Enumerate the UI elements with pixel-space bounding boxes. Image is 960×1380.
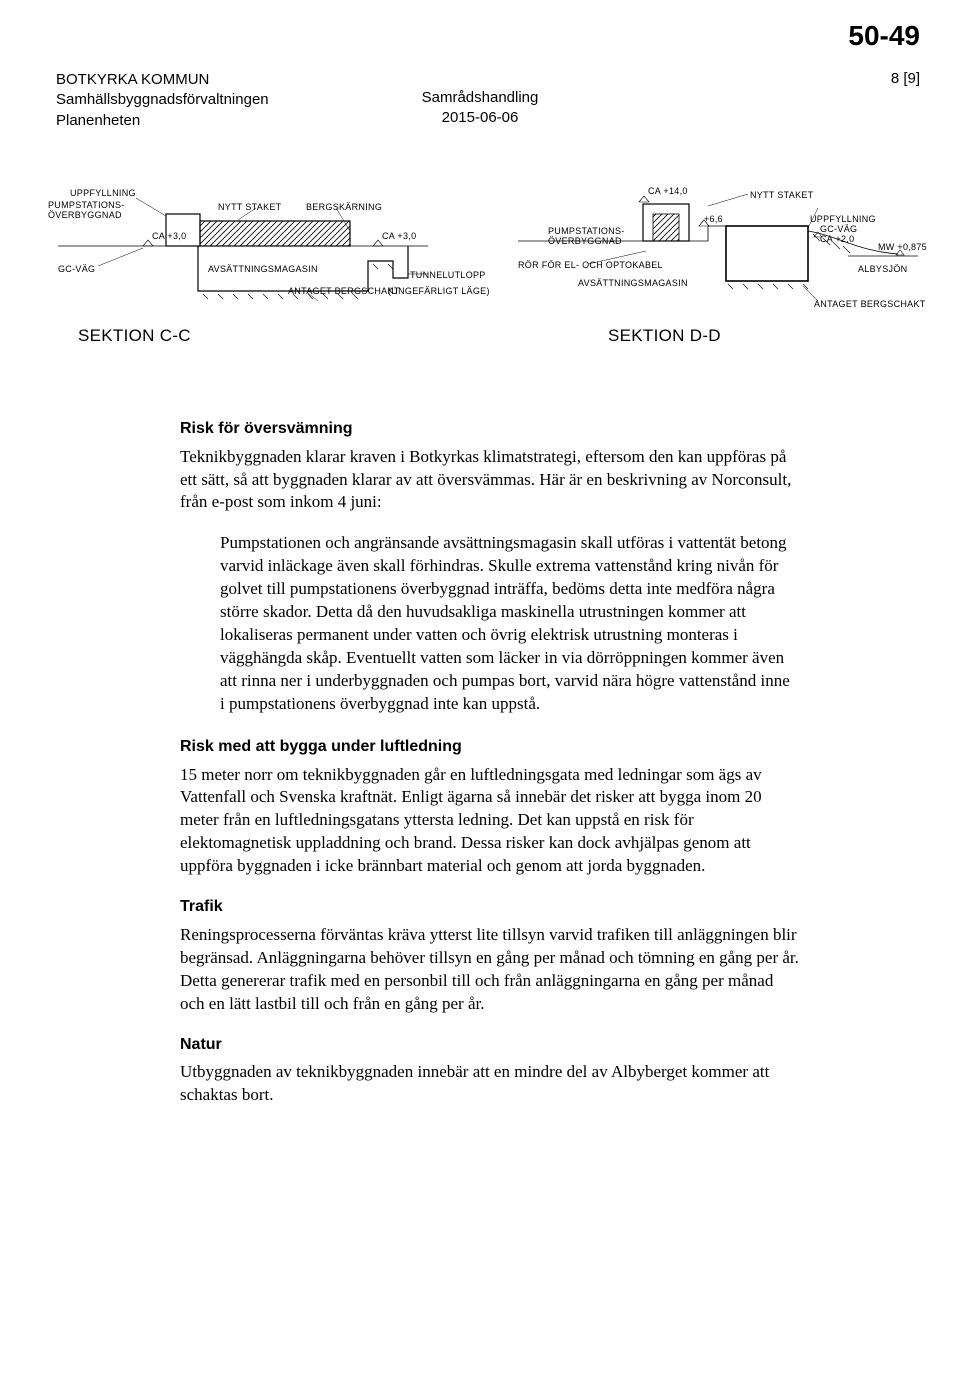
label-ca14: CA +14,0	[648, 186, 688, 196]
label-pumpstations: PUMPSTATIONS-	[48, 200, 125, 210]
label-bergskarning: BERGSKÄRNING	[306, 202, 382, 212]
heading-risk-flood: Risk för översvämning	[180, 418, 800, 440]
label-ungefar: (UNGEFÄRLIGT LÄGE)	[388, 286, 490, 296]
label-overbyggnad: ÖVERBYGGNAD	[48, 210, 122, 220]
heading-nature: Natur	[180, 1034, 800, 1056]
doc-type: Samrådshandling	[422, 88, 539, 108]
label-albysjon: ALBYSJÖN	[858, 264, 907, 274]
label-nytt-staket: NYTT STAKET	[218, 202, 281, 212]
label-plus66: +6,6	[704, 214, 723, 224]
label-ca30a: CA +3,0	[152, 231, 186, 241]
diagram-svg	[48, 186, 928, 376]
label-antaget-r: ANTAGET BERGSCHAKT	[814, 299, 926, 309]
unit: Planenheten	[56, 111, 269, 131]
label-overbyggnad-r: ÖVERBYGGNAD	[548, 236, 622, 246]
header-left: BOTKYRKA KOMMUN Samhällsbyggnadsförvaltn…	[56, 70, 269, 131]
para-2-quote: Pumpstationen och angränsande avsättning…	[220, 532, 790, 716]
label-uppfyllning-r: UPPFYLLNING	[810, 214, 876, 224]
heading-risk-powerline: Risk med att bygga under luftledning	[180, 736, 800, 758]
label-tunnel: TUNNELUTLOPP	[410, 270, 486, 280]
para-3: 15 meter norr om teknikbyggnaden går en …	[180, 764, 800, 879]
para-1: Teknikbyggnaden klarar kraven i Botkyrka…	[180, 446, 800, 515]
label-gcvag: GC-VÄG	[58, 264, 95, 274]
municipality: BOTKYRKA KOMMUN	[56, 70, 269, 90]
label-ca20: CA +2,0	[820, 234, 854, 244]
body-content: Risk för översvämning Teknikbyggnaden kl…	[180, 400, 800, 1117]
department: Samhällsbyggnadsförvaltningen	[56, 90, 269, 110]
label-avsattning-r: AVSÄTTNINGSMAGASIN	[578, 278, 688, 288]
para-4: Reningsprocesserna förväntas kräva ytter…	[180, 924, 800, 1016]
doc-date: 2015-06-06	[422, 108, 539, 128]
label-nytt-staket-r: NYTT STAKET	[750, 190, 813, 200]
label-ca30b: CA +3,0	[382, 231, 416, 241]
page-number: 8 [9]	[891, 70, 920, 87]
heading-traffic: Trafik	[180, 896, 800, 918]
section-diagram: UPPFYLLNING PUMPSTATIONS- ÖVERBYGGNAD CA…	[48, 186, 928, 376]
section-dd-title: SEKTION D-D	[608, 326, 721, 346]
label-gcvag-r: GC-VÄG	[820, 224, 857, 234]
page-code: 50-49	[848, 20, 920, 52]
label-avsattning: AVSÄTTNINGSMAGASIN	[208, 264, 318, 274]
label-uppfyllning: UPPFYLLNING	[70, 188, 136, 198]
label-ror: RÖR FÖR EL- OCH OPTOKABEL	[518, 260, 663, 270]
label-mw: MW +0,875	[878, 242, 927, 252]
header-center: Samrådshandling 2015-06-06	[422, 88, 539, 129]
section-cc-title: SEKTION C-C	[78, 326, 191, 346]
para-5: Utbyggnaden av teknikbyggnaden innebär a…	[180, 1061, 800, 1107]
label-pumpstations-r: PUMPSTATIONS-	[548, 226, 625, 236]
label-antaget: ANTAGET BERGSCHAKT	[288, 286, 400, 296]
